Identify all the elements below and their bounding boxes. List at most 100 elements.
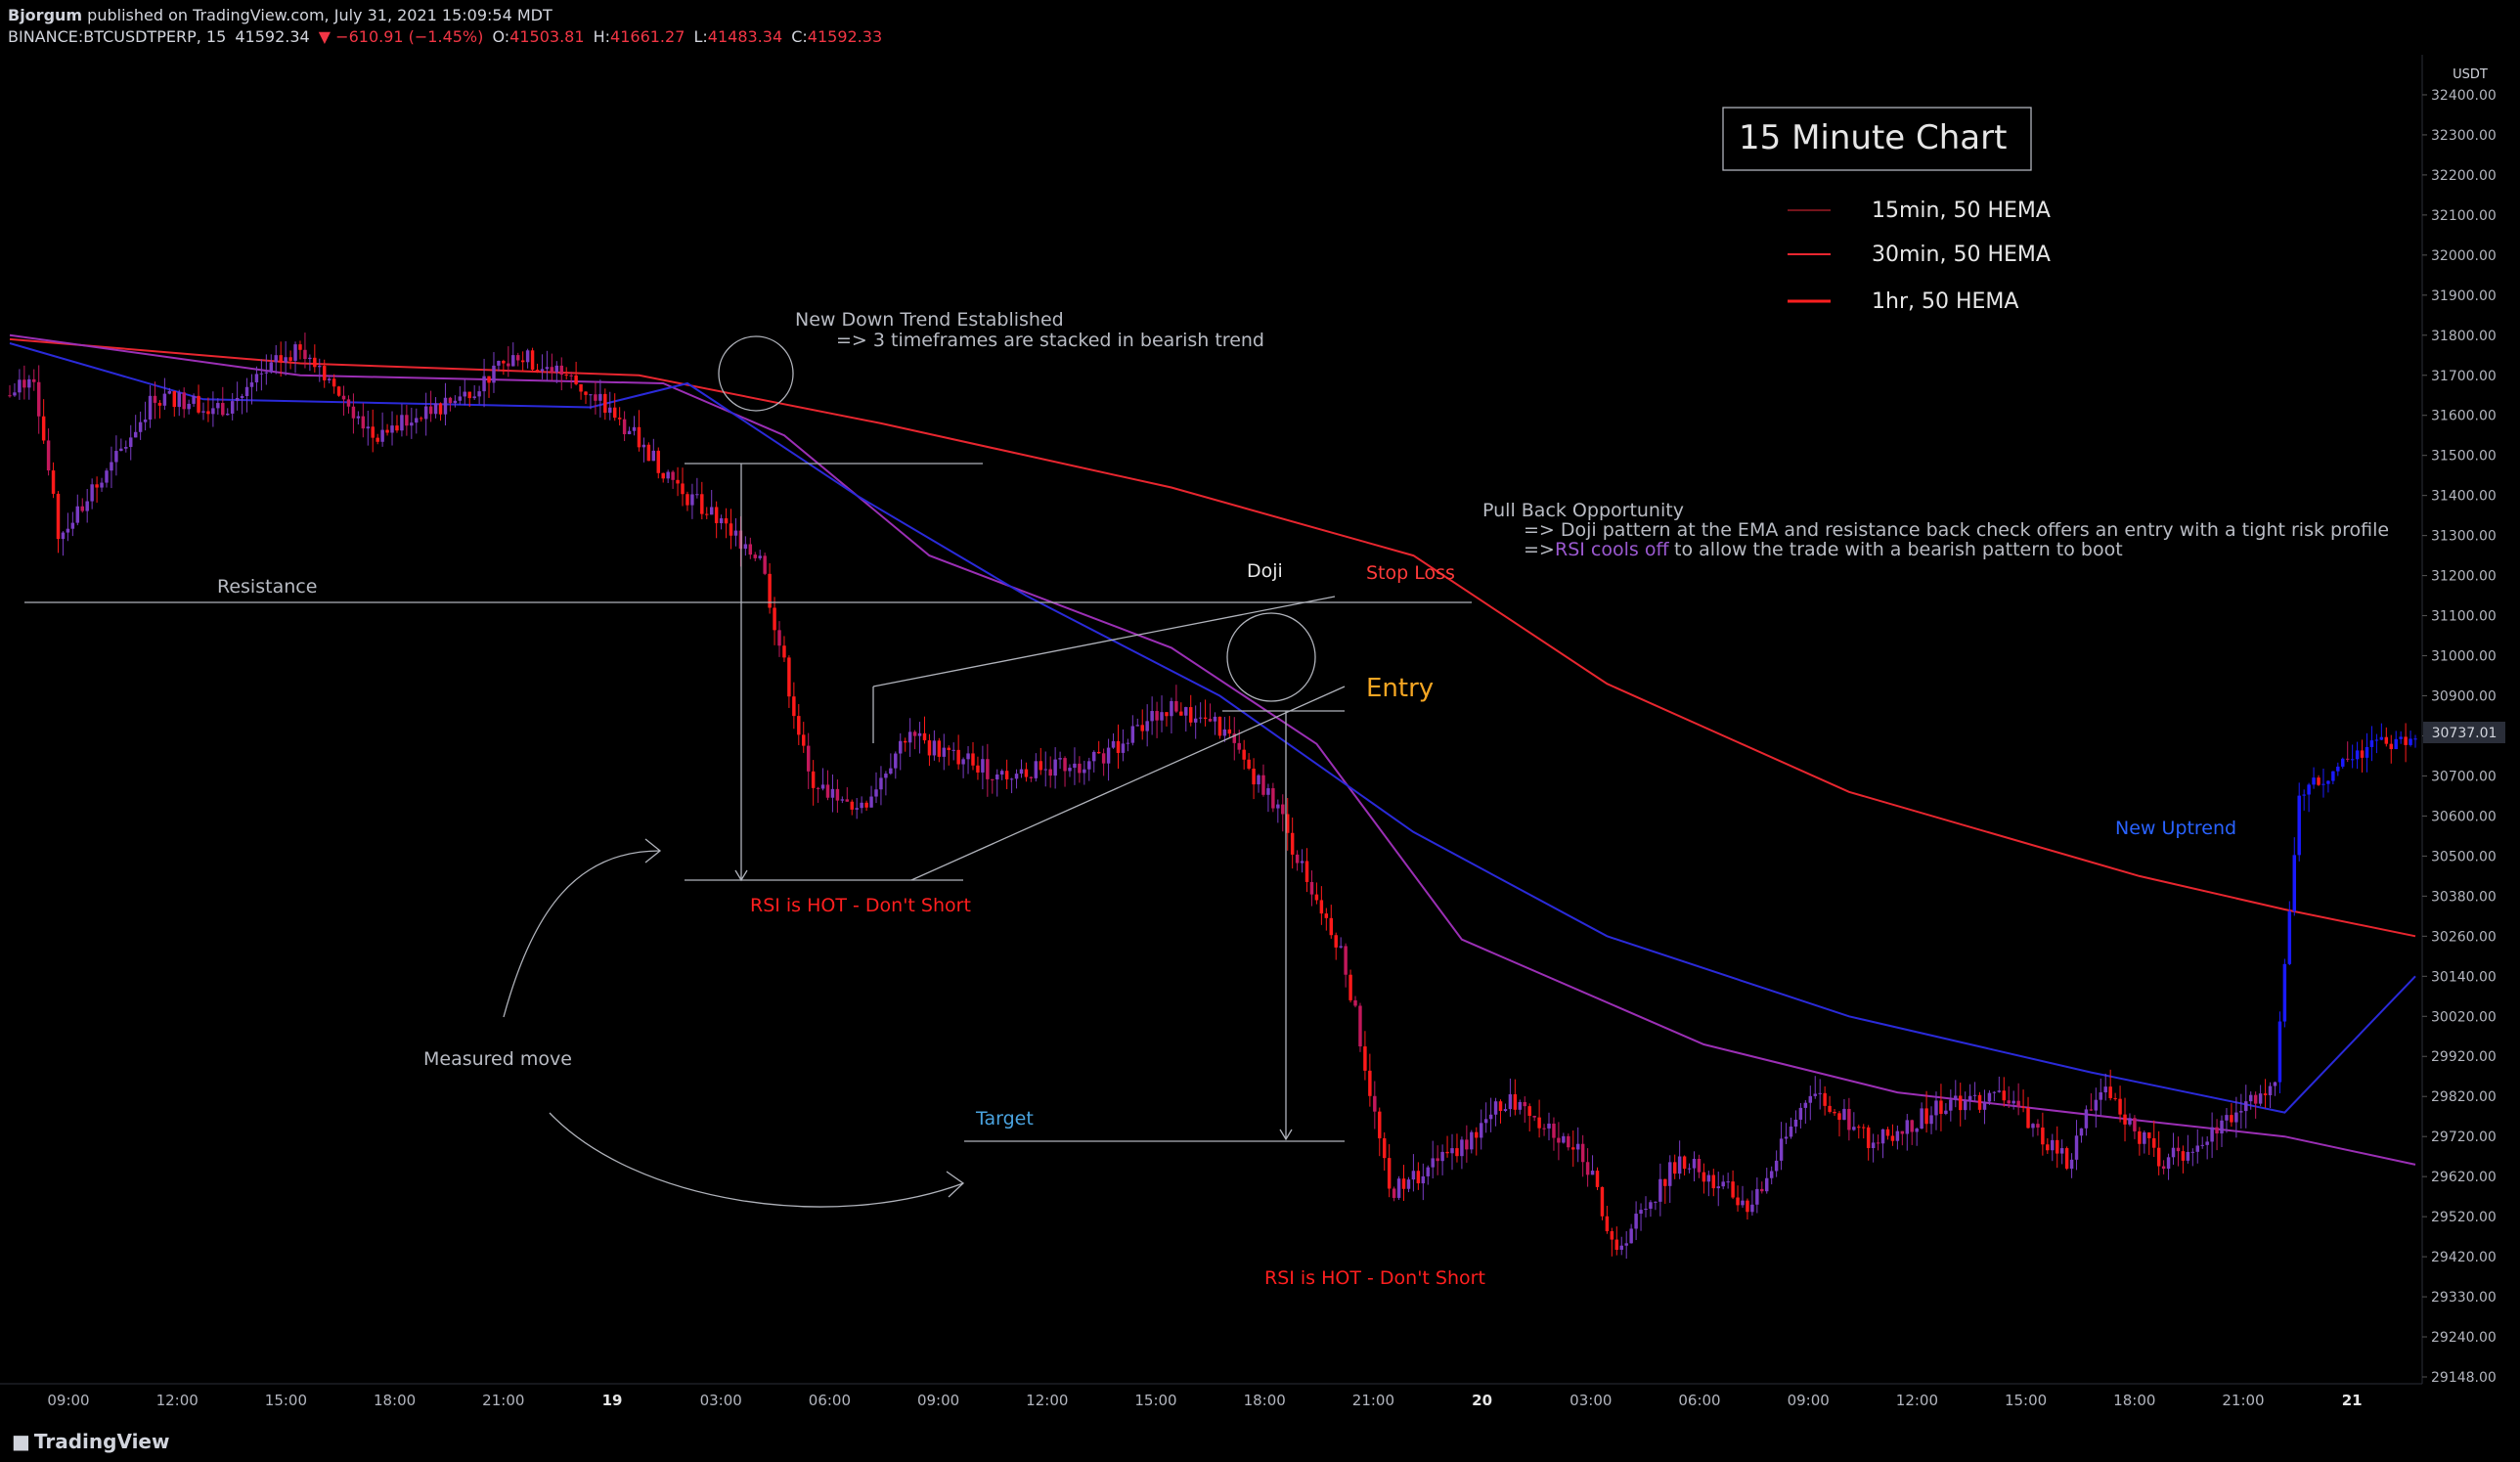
candle-body — [1595, 1171, 1600, 1187]
candle-body — [811, 771, 816, 788]
stop-loss-label: Stop Loss — [1366, 562, 1455, 584]
candle-body — [448, 397, 453, 404]
candle-body — [564, 375, 568, 377]
candle-body — [390, 425, 394, 433]
candle-body — [612, 407, 617, 419]
candle-body — [61, 532, 66, 540]
candle-body — [13, 392, 17, 396]
time-tick-label: 21:00 — [1352, 1392, 1394, 1409]
high-label: H: — [593, 27, 611, 46]
candle-body — [2205, 1141, 2209, 1145]
down-trend-title: New Down Trend Established — [795, 309, 1064, 331]
candle-body — [1348, 974, 1352, 1000]
candle-body — [1741, 1200, 1745, 1206]
high-value: 41661.27 — [610, 27, 685, 46]
candle-body — [2302, 794, 2306, 796]
candle-body — [1779, 1138, 1784, 1161]
candle-body — [1068, 768, 1072, 772]
candle-body — [1498, 1101, 1503, 1111]
candle-body — [1828, 1105, 1832, 1112]
candle-body — [95, 484, 99, 488]
candle-body — [110, 462, 113, 471]
candle-body — [27, 378, 31, 388]
candle-body — [2084, 1109, 2089, 1129]
candle-body — [415, 418, 419, 423]
candle-body — [1324, 913, 1329, 918]
candle-body — [1208, 719, 1213, 722]
candle-body — [1121, 743, 1126, 753]
tradingview-logo[interactable]: ■ TradingView — [12, 1430, 169, 1453]
candle-body — [1687, 1168, 1692, 1170]
candle-body — [2253, 1094, 2258, 1104]
candle-body — [1949, 1099, 1953, 1111]
ohlc-line: BINANCE:BTCUSDTPERP, 15 41592.34 ▼ −610.… — [8, 27, 886, 46]
candle-body — [1106, 747, 1111, 764]
candle-body — [1436, 1158, 1439, 1162]
candle-body — [1465, 1139, 1469, 1150]
publish-text: published on TradingView.com, July 31, 2… — [87, 6, 553, 24]
author-name[interactable]: Bjorgum — [8, 6, 83, 24]
candle-body — [1092, 751, 1096, 762]
candle-body — [942, 747, 947, 757]
candle-body — [1954, 1095, 1958, 1100]
candle-body — [1058, 758, 1062, 760]
candle-body — [2312, 777, 2316, 785]
doji-circle — [1226, 612, 1316, 702]
candle-body — [714, 507, 719, 524]
candle-body — [912, 731, 917, 736]
candle-body — [32, 378, 36, 382]
candle-body — [313, 357, 317, 368]
symbol-name[interactable]: BINANCE:BTCUSDTPERP, 15 — [8, 27, 227, 46]
time-axis[interactable]: 09:00 12:00 15:00 18:00 21:00 19 03:00 06:00 09:… — [47, 1392, 2362, 1409]
candle-body — [2374, 739, 2379, 741]
candle-body — [2161, 1166, 2166, 1170]
candle-body — [264, 372, 269, 374]
candle-body — [298, 344, 302, 350]
candle-body — [492, 365, 496, 383]
price-tick-label: 31300.00 — [2431, 529, 2497, 545]
candle-body — [1140, 725, 1144, 731]
candle-body — [748, 544, 753, 555]
candle-body — [1562, 1135, 1566, 1143]
candle-body — [1813, 1093, 1817, 1096]
candle-body — [579, 383, 583, 392]
candle-body — [346, 399, 351, 407]
candle-body — [719, 518, 724, 524]
candle-body — [656, 450, 660, 473]
candle-body — [2220, 1120, 2224, 1134]
candle-body — [2384, 736, 2389, 744]
candle-body — [550, 367, 554, 373]
candle-body — [90, 484, 94, 502]
candle-body — [129, 437, 133, 448]
candle-body — [2186, 1151, 2190, 1161]
candle-body — [380, 429, 384, 442]
candle-body — [2210, 1127, 2214, 1142]
new-uptrend-label: New Uptrend — [2115, 818, 2236, 839]
candle-body — [133, 431, 138, 438]
candle-body — [1837, 1113, 1841, 1121]
candle-body — [201, 411, 205, 413]
candle-body — [1702, 1172, 1706, 1182]
candle-body — [2103, 1086, 2107, 1093]
candle-body — [1508, 1093, 1513, 1110]
candle-body — [1063, 758, 1067, 772]
price-tick-label: 31800.00 — [2431, 329, 2497, 344]
candle-body — [1798, 1107, 1803, 1120]
chart-footer: ■ TradingView — [0, 1420, 2520, 1462]
candle-body — [540, 369, 545, 372]
candle-body — [2341, 758, 2345, 767]
candle-body — [1803, 1102, 1808, 1108]
candle-body — [1309, 881, 1314, 895]
measured-move-arrowhead-down — [946, 1171, 965, 1198]
candle-body — [1668, 1162, 1672, 1186]
candle-body — [259, 373, 264, 375]
candle-body — [806, 745, 811, 772]
candle-body — [2234, 1112, 2238, 1123]
candle-body — [1217, 716, 1222, 736]
candle-body — [1929, 1115, 1933, 1125]
candle-body — [1087, 761, 1091, 770]
candle-body — [632, 426, 637, 431]
candle-body — [2200, 1144, 2204, 1146]
candle-body — [511, 355, 515, 367]
